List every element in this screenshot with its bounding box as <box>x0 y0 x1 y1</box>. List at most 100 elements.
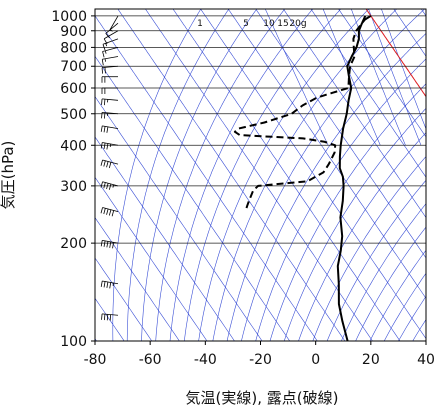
dry-adiabat-line <box>198 9 369 341</box>
x-tick-label: -20 <box>249 352 272 368</box>
isotherm-line <box>227 9 426 299</box>
wind-barb-flag <box>103 240 106 247</box>
y-tick-label: 800 <box>60 40 87 56</box>
isotherm-line <box>421 9 426 17</box>
wind-barb-staff <box>105 22 119 34</box>
wind-barb-flag <box>108 209 112 216</box>
wind-barb-flag <box>106 208 109 215</box>
mixing-ratio-line <box>265 9 329 146</box>
wind-barb-flag <box>104 99 106 106</box>
wind-barb <box>101 76 118 83</box>
isotherm-line <box>95 176 208 341</box>
dewpoint-line <box>233 15 367 212</box>
isotherm-line <box>117 9 346 341</box>
wind-barb-flag <box>111 210 115 217</box>
y-tick-label: 900 <box>60 24 87 40</box>
wind-barb-flag <box>103 126 106 133</box>
wind-barb <box>100 159 119 169</box>
wind-barb <box>101 56 119 66</box>
isotherm-line <box>95 136 235 341</box>
wind-barb-flag <box>108 183 112 190</box>
x-tick-label: -60 <box>139 352 162 368</box>
wind-barb-staff <box>109 15 119 30</box>
wind-barb-flag <box>100 280 103 287</box>
dry-adiabat-line <box>427 9 436 341</box>
wind-barb-flag <box>103 281 106 288</box>
dry-adiabat-line <box>184 9 341 341</box>
y-tick-label: 100 <box>60 334 87 350</box>
wind-barb-half-flag <box>105 43 108 47</box>
y-tick-label: 300 <box>60 179 87 195</box>
mixing-ratio-label: 15 <box>277 19 288 29</box>
wind-barb-flag <box>106 143 109 150</box>
isotherm-line <box>95 96 263 341</box>
dry-adiabat-line <box>112 9 202 341</box>
wind-barb-flag <box>101 67 103 74</box>
wind-barb-flag <box>100 240 103 247</box>
wind-barb-half-flag <box>104 50 107 54</box>
y-tick-label: 1000 <box>51 9 87 25</box>
wind-barb-half-flag <box>112 282 114 286</box>
mixing-ratio-label: 5 <box>243 19 249 29</box>
wind-barb-flag <box>106 241 109 248</box>
wind-barb-staff <box>102 142 119 146</box>
wind-barb-staff <box>102 56 119 60</box>
wind-barb-flag <box>101 313 103 320</box>
dry-adiabat-line <box>326 179 426 341</box>
wind-barb <box>100 239 119 249</box>
wind-barb <box>102 38 119 51</box>
mixing-ratio-label: 20g <box>289 19 306 29</box>
wind-barbs <box>100 15 119 341</box>
wind-barb-flag <box>106 314 109 321</box>
wind-barb-flag <box>106 126 109 133</box>
wind-barb-flag <box>112 242 114 249</box>
isotherm-line <box>95 217 180 341</box>
y-tick-label: 400 <box>60 138 87 154</box>
wind-barb-staff <box>102 159 119 165</box>
dry-adiabat-line <box>255 58 426 341</box>
wind-barb-flag <box>106 281 109 288</box>
dry-adiabat-line <box>312 156 426 341</box>
isotherm-line <box>145 9 373 341</box>
wind-barb-flag <box>100 207 103 214</box>
dry-adiabat-line <box>169 9 313 341</box>
dry-adiabat-line <box>226 9 425 341</box>
wind-barb <box>101 111 119 119</box>
x-axis-ticks: -80 -60 -40 -20 0 20 40 <box>84 341 435 368</box>
dry-adiabat-line <box>341 203 426 341</box>
sounding-series <box>233 15 372 341</box>
dry-adiabat-line <box>212 9 397 341</box>
y-tick-label: 600 <box>60 81 87 97</box>
x-tick-label: -40 <box>194 352 217 368</box>
wind-barb <box>100 142 119 150</box>
isotherm-line <box>200 9 426 340</box>
wind-barb-flag <box>103 208 106 215</box>
isotherm-line <box>95 15 318 341</box>
background-lines <box>95 9 436 341</box>
wind-barb <box>100 181 119 190</box>
wind-barb-flag <box>100 159 103 166</box>
x-tick-label: 0 <box>311 352 320 368</box>
wind-barb <box>102 47 119 58</box>
dry-adiabat-line <box>269 83 426 341</box>
wind-barb <box>101 313 119 321</box>
wind-barb-flag <box>102 51 105 58</box>
wind-barb-flag <box>101 59 104 66</box>
wind-barb-half-flag <box>109 143 112 148</box>
wind-barb-flag <box>101 98 103 105</box>
isotherm-line <box>393 9 426 57</box>
mixing-ratio-label: 1 <box>197 19 203 29</box>
wind-barb-staff <box>102 38 119 45</box>
wind-barb <box>101 87 118 95</box>
wind-barb-flag <box>104 112 106 119</box>
isotherm-line <box>310 9 426 178</box>
wind-barb-half-flag <box>112 184 115 188</box>
x-tick-label: 40 <box>417 352 435 368</box>
dry-adiabat-line <box>126 9 230 341</box>
wind-barb-flag <box>109 282 112 289</box>
y-tick-label: 200 <box>60 236 87 252</box>
wind-barb-flag <box>104 67 106 74</box>
pressure-gridlines <box>95 15 426 341</box>
y-axis-title: 気圧(hPa) <box>0 141 17 210</box>
